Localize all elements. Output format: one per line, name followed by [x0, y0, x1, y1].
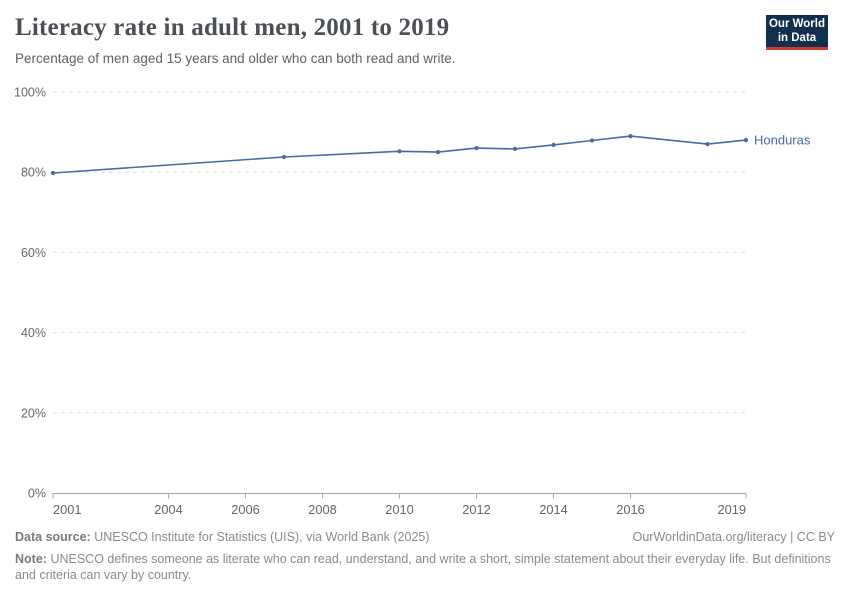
data-point-marker: [705, 142, 710, 147]
x-tick-label: 2016: [616, 502, 644, 517]
data-point-marker: [628, 134, 633, 139]
x-tick-label: 2019: [718, 502, 746, 517]
license-link[interactable]: OurWorldinData.org/literacy | CC BY: [632, 530, 835, 544]
data-point-marker: [281, 154, 287, 160]
x-tick-label: 2001: [53, 502, 81, 517]
chart-subtitle: Percentage of men aged 15 years and olde…: [15, 51, 456, 66]
x-tick-label: 2010: [385, 502, 413, 517]
x-tick-label: 2004: [154, 502, 182, 517]
data-point-marker: [50, 170, 56, 176]
owid-logo-line2: in Data: [777, 32, 817, 44]
owid-logo-line1: Our World: [768, 18, 825, 30]
chart-header: Literacy rate in adult men, 2001 to 2019…: [15, 13, 745, 67]
y-tick-label: 20%: [21, 406, 46, 420]
data-point-marker: [435, 150, 441, 155]
data-line: [52, 135, 747, 174]
data-point-marker: [397, 149, 402, 154]
data-source: Data source: UNESCO Institute for Statis…: [15, 529, 430, 545]
chart-footer: Data source: UNESCO Institute for Statis…: [15, 529, 835, 583]
x-tick-label: 2006: [231, 502, 259, 517]
page-title: Literacy rate in adult men, 2001 to 2019: [15, 14, 450, 41]
data-point-marker: [474, 146, 479, 151]
y-tick-label: 0%: [28, 487, 46, 501]
entity-label: Honduras: [754, 133, 811, 148]
x-tick-label: 2012: [462, 502, 490, 517]
y-tick-label: 80%: [21, 166, 46, 180]
footnote: Note: UNESCO defines someone as literate…: [15, 551, 835, 583]
data-point-marker: [743, 138, 749, 143]
data-source-label: Data source:: [15, 530, 91, 544]
x-tick-label: 2008: [308, 502, 336, 517]
x-tick-label: 2014: [539, 502, 567, 517]
footnote-label: Note:: [15, 552, 47, 566]
y-tick-label: 100%: [14, 86, 46, 100]
footnote-text: UNESCO defines someone as literate who c…: [15, 552, 831, 582]
y-tick-label: 60%: [21, 246, 46, 260]
data-point-marker: [551, 142, 556, 147]
data-point-marker: [589, 138, 595, 143]
y-tick-label: 40%: [21, 326, 46, 340]
data-point-marker: [512, 146, 518, 151]
data-source-text: UNESCO Institute for Statistics (UIS), v…: [94, 530, 430, 544]
owid-logo[interactable]: Our World in Data: [766, 15, 828, 50]
